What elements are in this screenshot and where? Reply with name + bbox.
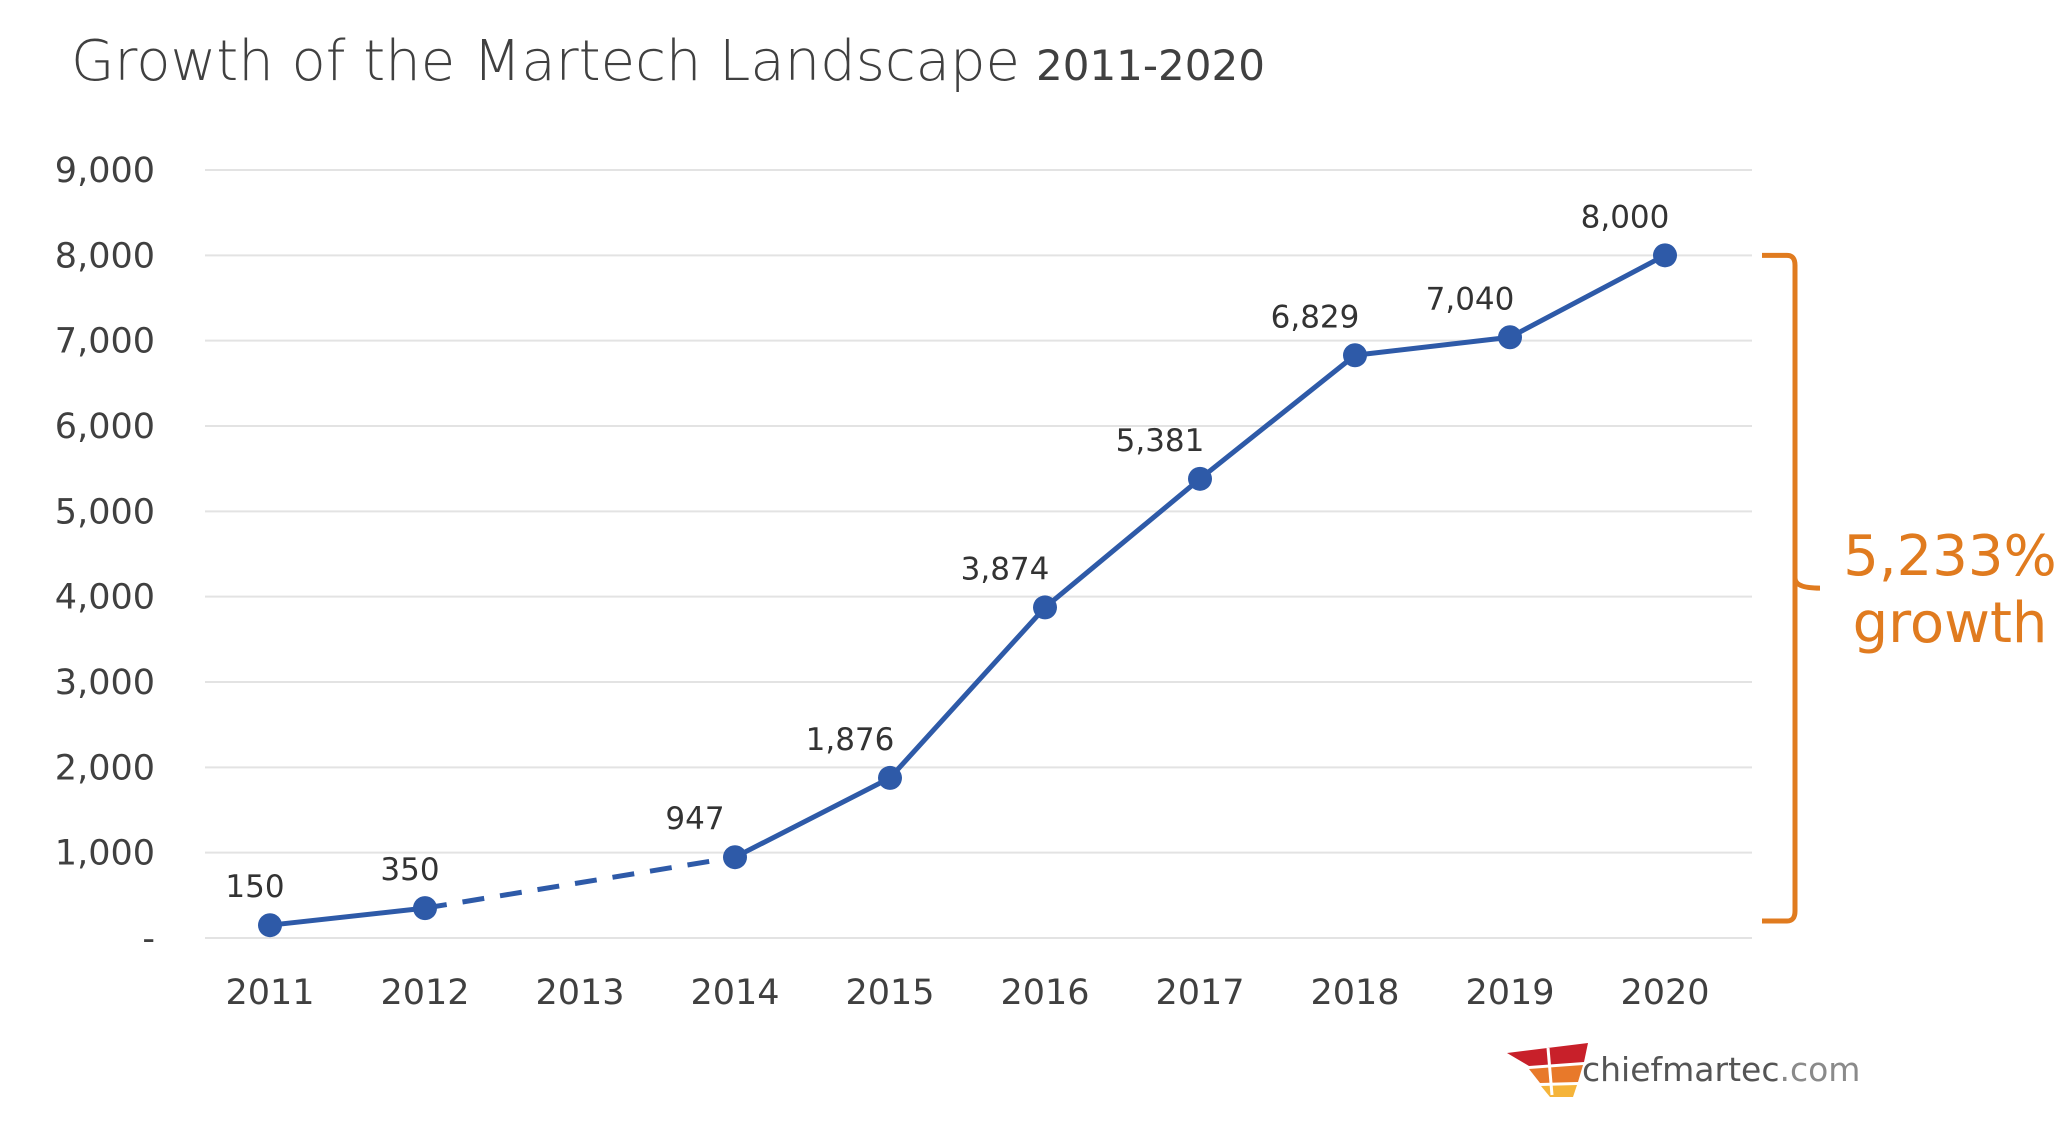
- y-tick-label: 3,000: [55, 663, 155, 703]
- x-tick-label: 2017: [1155, 973, 1244, 1013]
- y-tick-label: 6,000: [55, 407, 155, 447]
- data-point: [413, 896, 437, 921]
- series-segment: [1042, 476, 1203, 610]
- y-axis: - 1,000 2,000 3,000 4,000 5,000 6,000 7,000 8,00…: [55, 151, 155, 959]
- x-tick-label: 2020: [1620, 973, 1709, 1013]
- funnel-icon: [1507, 1043, 1588, 1097]
- series-segment: [267, 905, 428, 928]
- x-tick-label: 2015: [845, 973, 934, 1013]
- growth-percent: 5,233%: [1843, 524, 2057, 589]
- data-point: [1498, 325, 1522, 350]
- logo-wordmark: chiefmartec.com: [1582, 1050, 1860, 1089]
- x-tick-label: 2016: [1000, 973, 1089, 1013]
- chart-subtitle: 2011-2020: [1036, 41, 1265, 90]
- y-tick-label: 5,000: [55, 492, 155, 532]
- data-point: [1033, 595, 1057, 620]
- logo-name: chiefmartec: [1582, 1050, 1779, 1089]
- data-point: [1188, 466, 1212, 491]
- data-point: [1343, 343, 1367, 368]
- y-tick-label: -: [142, 919, 155, 959]
- data-label: 150: [225, 869, 284, 905]
- y-tick-label: 2,000: [55, 748, 155, 788]
- series-segment: [1507, 252, 1668, 340]
- data-points: [258, 243, 1677, 938]
- data-label: 5,381: [1116, 423, 1205, 459]
- chiefmartec-logo: chiefmartec.com: [1507, 1043, 1860, 1097]
- x-tick-label: 2019: [1465, 973, 1554, 1013]
- data-label: 1,876: [806, 722, 895, 758]
- series-segment: [887, 604, 1048, 781]
- y-tick-label: 8,000: [55, 236, 155, 276]
- x-tick-label: 2011: [225, 973, 314, 1013]
- x-tick-label: 2014: [690, 973, 779, 1013]
- data-point: [723, 845, 747, 870]
- y-tick-label: 1,000: [55, 834, 155, 874]
- data-label: 8,000: [1581, 199, 1670, 235]
- series-segment: [732, 775, 893, 860]
- data-label: 7,040: [1426, 281, 1515, 317]
- y-tick-label: 4,000: [55, 578, 155, 618]
- gridlines: [205, 169, 1752, 939]
- series-segment: [1352, 334, 1513, 358]
- growth-bracket: [1762, 252, 1821, 924]
- data-point: [258, 913, 282, 938]
- x-tick-label: 2012: [380, 973, 469, 1013]
- data-label: 947: [665, 801, 724, 837]
- x-axis: 2011 2012 2013 2014 2015 2016 2017 2018 2019 2020: [225, 973, 1709, 1013]
- y-tick-label: 9,000: [55, 151, 155, 191]
- y-tick-label: 7,000: [55, 322, 155, 362]
- data-point: [878, 765, 902, 790]
- x-tick-label: 2018: [1310, 973, 1399, 1013]
- data-point: [1653, 243, 1677, 268]
- chart-title: Growth of the Martech Landscape: [71, 29, 1020, 94]
- data-labels: 150 350 947 1,876 3,874 5,381 6,829 7,040 8,000: [225, 199, 1669, 905]
- x-tick-label: 2013: [535, 973, 624, 1013]
- logo-domain: .com: [1779, 1050, 1860, 1089]
- series-segment-dashed: [424, 854, 736, 911]
- data-label: 6,829: [1271, 299, 1360, 335]
- series-line: [267, 252, 1668, 928]
- data-label: 350: [380, 852, 439, 888]
- series-segment: [1197, 352, 1358, 482]
- growth-label: growth: [1853, 591, 2048, 656]
- data-label: 3,874: [961, 551, 1050, 587]
